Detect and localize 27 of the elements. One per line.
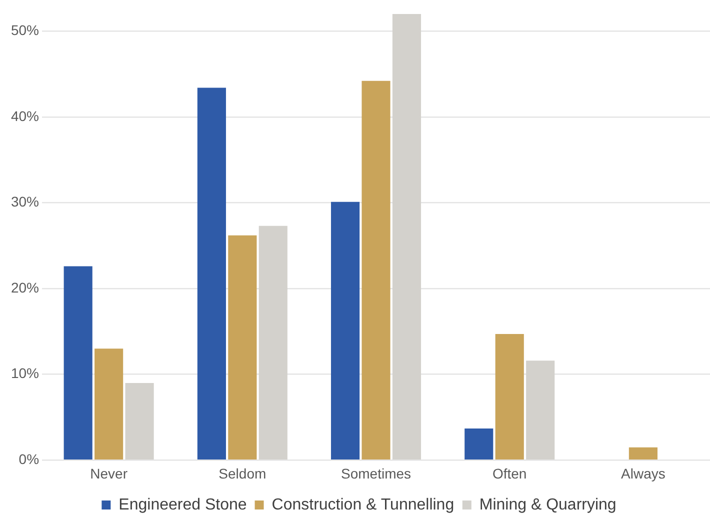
x-tick-label: Always xyxy=(621,465,666,482)
x-tick-label: Seldom xyxy=(218,465,266,482)
bar xyxy=(495,334,524,460)
legend-label: Mining & Quarrying xyxy=(479,496,616,514)
legend-label: Construction & Tunnelling xyxy=(272,496,454,514)
y-tick-label: 0% xyxy=(18,451,40,468)
y-tick-label: 10% xyxy=(10,365,40,382)
y-tick-label: 40% xyxy=(10,108,40,124)
bar xyxy=(228,235,257,460)
bar xyxy=(392,14,422,460)
bar xyxy=(330,202,360,460)
bar xyxy=(64,266,92,460)
y-tick-label: 30% xyxy=(10,194,40,210)
bar xyxy=(526,360,555,460)
y-tick-label: 20% xyxy=(10,279,40,296)
bar xyxy=(362,80,390,460)
bar xyxy=(628,447,658,460)
bar xyxy=(125,382,154,460)
bar xyxy=(94,348,124,460)
bar xyxy=(464,428,494,460)
x-tick-label: Often xyxy=(492,465,527,482)
x-tick-label: Sometimes xyxy=(340,465,412,482)
y-tick-label: 50% xyxy=(10,22,40,38)
legend-label: Engineered Stone xyxy=(118,496,247,514)
bar xyxy=(197,88,226,460)
bar xyxy=(258,226,288,460)
x-tick-label: Never xyxy=(90,465,128,482)
